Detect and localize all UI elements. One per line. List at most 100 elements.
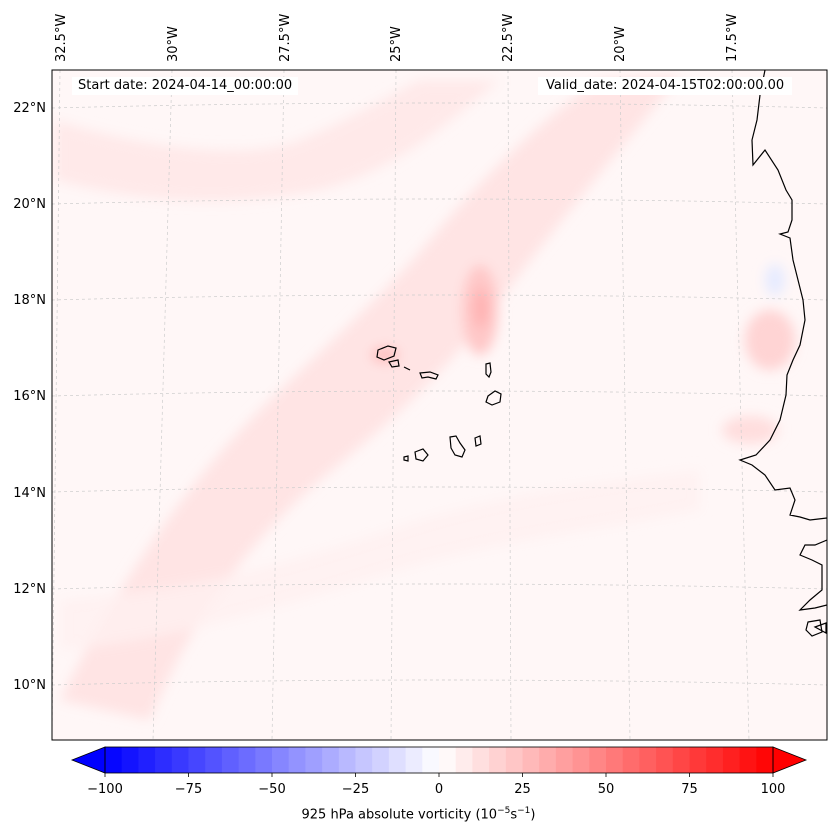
meridian-22-5w xyxy=(507,70,512,740)
map-panel xyxy=(52,70,827,740)
island-santiago xyxy=(449,435,466,458)
colorbar-cell xyxy=(422,747,440,773)
island-boa-vista xyxy=(485,390,502,406)
parallel-22n xyxy=(52,102,827,109)
parallel-14n xyxy=(52,486,827,493)
colorbar-tick-labels: −100 −75 −50 −25 0 25 50 75 100 xyxy=(87,782,785,797)
colorbar-cell xyxy=(689,747,707,773)
lat-label-14n: 14°N xyxy=(13,486,46,501)
colorbar-cell xyxy=(205,747,223,773)
meridian-25w xyxy=(390,70,397,740)
lon-label-22-5w: 22.5°W xyxy=(501,14,516,62)
coastline xyxy=(738,70,827,637)
africa-coast-south xyxy=(798,539,827,611)
map-frame xyxy=(51,69,828,741)
cbar-tick-label: 75 xyxy=(681,782,698,797)
colorbar-cell xyxy=(672,747,690,773)
colorbar-cell xyxy=(656,747,674,773)
parallel-12n xyxy=(52,583,827,590)
lat-label-20n: 20°N xyxy=(13,197,46,212)
colorbar-cell xyxy=(322,747,340,773)
lat-label-22n: 22°N xyxy=(13,101,46,116)
start-date-label: Start date: 2024-04-14_00:00:00 xyxy=(72,77,299,95)
parallel-20n xyxy=(52,198,827,205)
meridian-32-5w xyxy=(52,70,61,740)
colorbar-cell xyxy=(138,747,156,773)
colorbar-cell xyxy=(756,747,774,773)
colorbar-cell xyxy=(255,747,273,773)
parallel-10n xyxy=(52,679,827,686)
colorbar-extend-high xyxy=(772,746,808,774)
colorbar-cell xyxy=(505,747,523,773)
island-sao-nicolau xyxy=(419,371,439,380)
colorbar-cell xyxy=(606,747,624,773)
meridian-30w xyxy=(152,70,173,740)
cbar-tick-label: −100 xyxy=(87,782,123,797)
meridian-17-5w xyxy=(731,70,750,740)
island-sao-vicente xyxy=(388,359,400,368)
island-brava xyxy=(403,455,409,462)
colorbar-cell xyxy=(121,747,139,773)
valid-date-label: Valid_date: 2024-04-15T02:00:00.00 xyxy=(538,77,793,95)
parallel-18n xyxy=(52,294,827,301)
colorbar-cell xyxy=(739,747,757,773)
colorbar-cell xyxy=(221,747,240,773)
lon-label-30w: 30°W xyxy=(166,26,181,62)
island-santa-luzia xyxy=(403,366,411,371)
colorbar-cell xyxy=(455,747,473,773)
negative-vorticity-patch xyxy=(765,264,785,296)
positive-vorticity-band-north xyxy=(55,80,500,201)
colorbar-cell xyxy=(405,747,423,773)
colorbar-label-exponent-1: −5 xyxy=(497,806,511,816)
cbar-tick-label: 100 xyxy=(761,782,786,797)
island-maio xyxy=(474,435,482,447)
colorbar-cell xyxy=(522,747,540,773)
colorbar-ticks xyxy=(104,773,774,777)
colorbar-cell xyxy=(388,747,407,773)
colorbar-cell xyxy=(722,747,741,773)
cape-verde-islands xyxy=(376,345,502,462)
parallel-16n xyxy=(52,390,827,397)
cbar-tick-label: −50 xyxy=(258,782,285,797)
lon-label-27-5w: 27.5°W xyxy=(278,14,293,62)
island-santo-antao xyxy=(376,345,397,361)
gridlines xyxy=(52,70,827,740)
colorbar-extend-low xyxy=(70,746,106,774)
lon-label-17-5w: 17.5°W xyxy=(725,14,740,62)
cbar-tick-label: 50 xyxy=(598,782,615,797)
positive-vorticity-band-south xyxy=(60,470,700,650)
guinea-bissau-islands xyxy=(805,619,823,637)
colorbar-cell xyxy=(472,747,490,773)
lon-label-20w: 20°W xyxy=(613,26,628,62)
colorbar-label-exponent-2: −1 xyxy=(517,806,531,816)
longitude-labels: 32.5°W 30°W 27.5°W 25°W 22.5°W 20°W 17.5… xyxy=(54,14,740,62)
colorbar-cell xyxy=(288,747,306,773)
lat-label-18n: 18°N xyxy=(13,293,46,308)
cbar-tick-label: 0 xyxy=(435,782,443,797)
colorbar-label-prefix: 925 hPa absolute vorticity (10 xyxy=(301,807,498,823)
colorbar-cell xyxy=(272,747,290,773)
lon-label-32-5w: 32.5°W xyxy=(54,14,69,62)
meridian-27-5w xyxy=(271,70,285,740)
colorbar-cell xyxy=(572,747,590,773)
africa-coast xyxy=(738,70,827,521)
colorbar-label-suffix: ) xyxy=(530,807,536,823)
colorbar-cell xyxy=(155,747,173,773)
vorticity-field xyxy=(55,75,795,720)
coastal-vorticity-patch-south xyxy=(722,416,778,444)
vorticity-core xyxy=(474,288,488,328)
colorbar-cell xyxy=(489,747,507,773)
lat-label-16n: 16°N xyxy=(13,389,46,404)
colorbar-cell xyxy=(238,747,256,773)
colorbar-label-unit: s xyxy=(510,807,518,823)
colorbar-cell xyxy=(171,747,189,773)
cbar-tick-label: 25 xyxy=(514,782,531,797)
colorbar-cell xyxy=(188,747,206,773)
lat-label-10n: 10°N xyxy=(13,678,46,693)
colorbar-cell xyxy=(706,747,724,773)
colorbar-cell xyxy=(105,747,123,773)
coastal-vorticity-patch xyxy=(745,310,795,370)
positive-vorticity-band xyxy=(60,75,680,720)
colorbar-cell xyxy=(372,747,390,773)
